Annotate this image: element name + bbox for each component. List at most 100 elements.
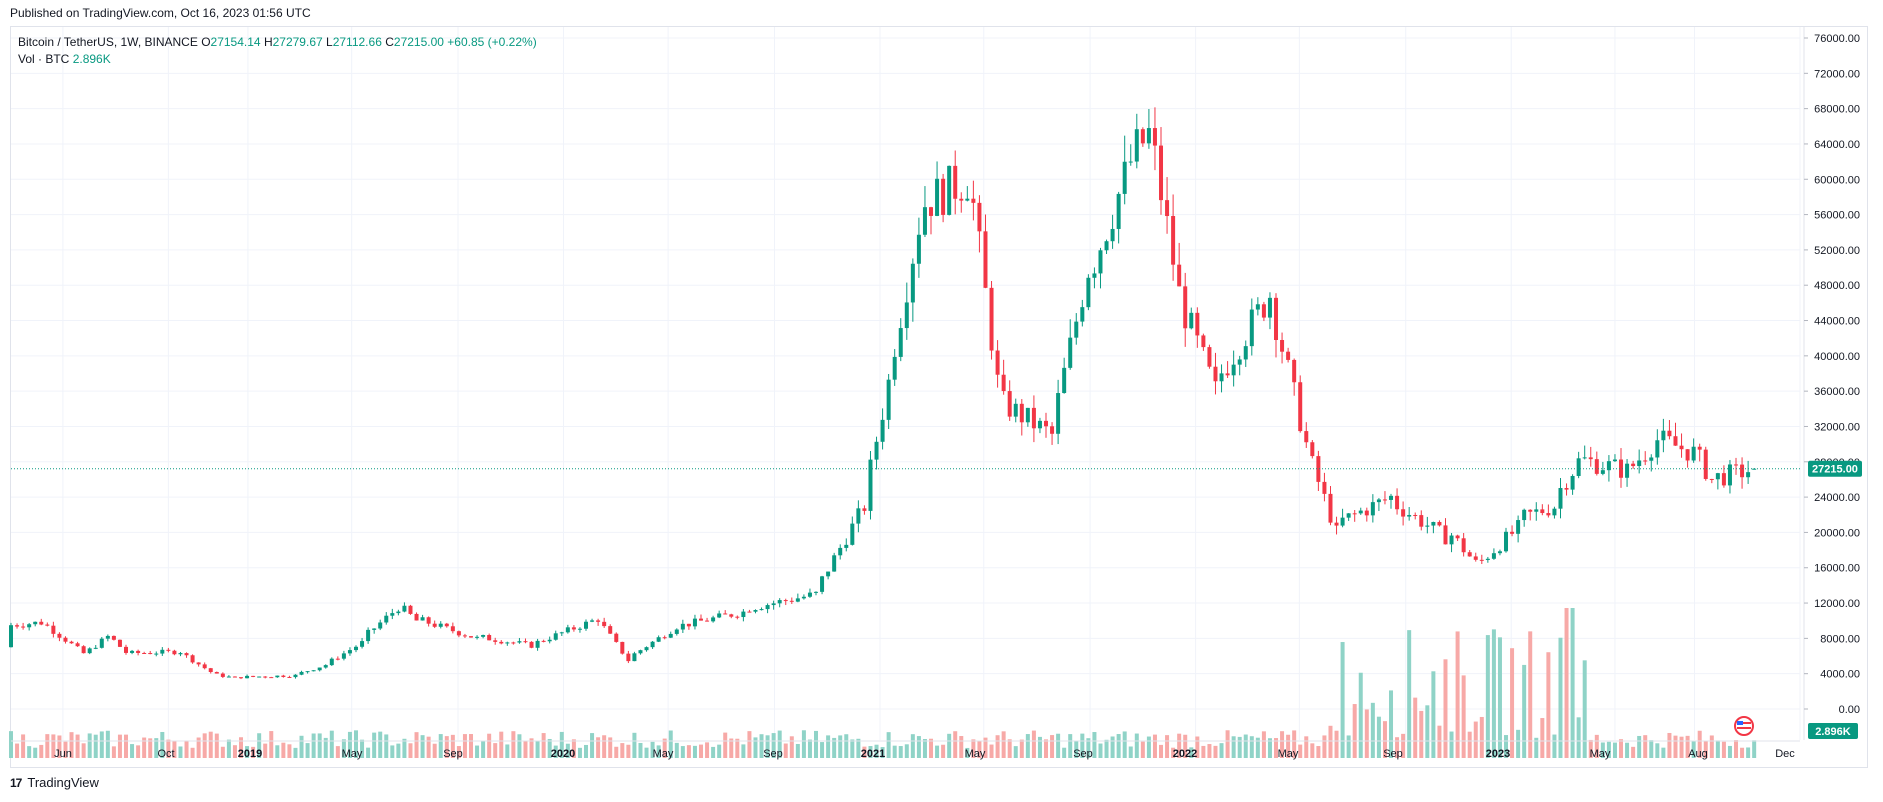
candle-up (1025, 407, 1030, 423)
time-tick-label: Sep (443, 748, 463, 760)
candle-up (1691, 446, 1696, 461)
volume-bar (63, 741, 68, 758)
candle-down (1697, 446, 1702, 450)
candle-down (747, 611, 752, 613)
volume-bar (493, 743, 498, 758)
candle-down (971, 198, 976, 203)
price-tick-label: 56000.00 (1814, 210, 1860, 222)
candle-up (1727, 464, 1732, 486)
volume-bar (959, 736, 964, 758)
volume-bar (1437, 725, 1442, 758)
candle-down (523, 641, 528, 643)
candle-up (1570, 475, 1575, 490)
volume-bar (523, 740, 528, 758)
candle-up (1497, 551, 1502, 554)
volume-bar (372, 732, 377, 758)
chart-frame[interactable] (10, 26, 1868, 768)
volume-bar (807, 739, 812, 758)
volume-bar (1255, 737, 1260, 758)
candle-up (1086, 277, 1091, 308)
time-axis[interactable]: Jun Oct 2019 May Sep 2020 May Sep 2021 May Sep 2022… (11, 740, 1800, 760)
candle-up (1746, 472, 1751, 478)
volume-bar (953, 731, 958, 758)
candle-up (1231, 364, 1236, 376)
candle-down (15, 625, 20, 627)
candle-up (9, 625, 13, 648)
volume-label[interactable]: Vol · BTC (18, 52, 70, 66)
candle-down (1274, 297, 1279, 340)
volume-bar (1479, 716, 1484, 758)
candle-down (620, 641, 625, 654)
volume-bar (281, 742, 286, 758)
volume-bar (329, 730, 334, 758)
volume-bar (1267, 738, 1272, 758)
volume-bar (1606, 741, 1611, 758)
volume-bar (795, 743, 800, 758)
volume-bar (1068, 734, 1073, 758)
candle-up (1358, 510, 1363, 514)
time-tick-label: May (653, 748, 674, 760)
candle-up (366, 629, 371, 642)
candle-up (1522, 509, 1527, 521)
candle-up (245, 675, 250, 679)
volume-bar (759, 734, 764, 758)
volume-bar (1691, 741, 1696, 758)
volume-bar (384, 734, 389, 758)
candle-up (1092, 273, 1097, 278)
volume-bar (559, 731, 564, 758)
footer-brand[interactable]: 17 TradingView (10, 775, 99, 790)
price-tick-label: 36000.00 (1814, 386, 1860, 398)
symbol-label[interactable]: Bitcoin / TetherUS, 1W, BINANCE (18, 35, 198, 49)
volume-bar (1098, 743, 1103, 758)
volume-bar (232, 745, 237, 758)
candle-down (983, 231, 988, 288)
candle-up (329, 658, 334, 666)
candle-up (1056, 393, 1061, 434)
candle-up (753, 610, 758, 612)
price-tick-label: 32000.00 (1814, 421, 1860, 433)
price-tick-label: 48000.00 (1814, 280, 1860, 292)
candle-down (1594, 459, 1599, 474)
volume-bar (1346, 735, 1351, 758)
volume-bar (15, 743, 20, 758)
volume-bar (1413, 697, 1418, 758)
price-tick-label: 68000.00 (1814, 104, 1860, 116)
volume-bar (154, 738, 159, 758)
candle-down (1382, 499, 1387, 501)
volume-bar (765, 735, 770, 758)
candle-up (807, 592, 812, 597)
candle-up (93, 647, 98, 649)
candle-up (1715, 473, 1720, 480)
candle-up (1516, 520, 1521, 534)
volume-bar (596, 737, 601, 758)
volume-bar (753, 737, 758, 758)
volume-bar (553, 745, 558, 758)
volume-bar (729, 738, 734, 758)
candle-up (1431, 521, 1436, 526)
volume-bar (965, 747, 970, 758)
volume-bar (656, 745, 661, 758)
volume-bar (947, 733, 952, 758)
candle-down (469, 636, 474, 638)
candle-down (1679, 445, 1684, 450)
candle-up (226, 676, 231, 678)
open-value: 27154.14 (210, 35, 261, 49)
volume-bar (1752, 740, 1757, 758)
candle-down (953, 165, 958, 199)
candle-up (668, 633, 673, 638)
volume-bar (475, 745, 480, 758)
candle-up (1189, 312, 1194, 329)
candle-down (1395, 495, 1400, 510)
candle-up (27, 624, 32, 628)
candle-down (529, 641, 534, 648)
change-value: +60.85 (+0.22%) (447, 35, 537, 49)
volume-bar (1201, 745, 1206, 758)
volume-bar (1171, 747, 1176, 758)
candle-down (63, 637, 68, 642)
volume-bar (1419, 710, 1424, 758)
volume-bar (1261, 731, 1266, 758)
volume-bar (571, 739, 576, 758)
volume-bar (1740, 747, 1745, 758)
price-axis[interactable]: 76000.00 72000.00 68000.00 64000.00 60000.00… (1803, 27, 1860, 740)
